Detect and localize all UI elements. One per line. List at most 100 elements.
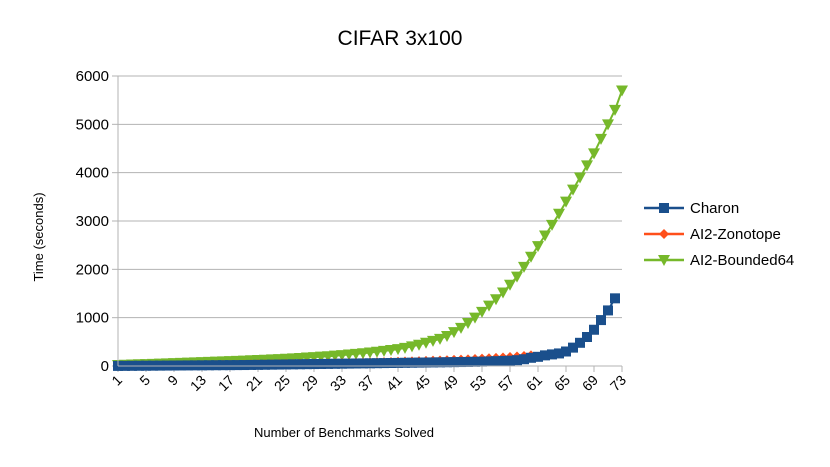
data-point-square (659, 203, 669, 213)
data-point-square (197, 360, 207, 371)
data-point-square (540, 350, 550, 361)
data-point-square (491, 356, 501, 367)
data-point-triangle (553, 208, 565, 220)
x-tick-label: 17 (215, 372, 237, 394)
data-point-square (512, 355, 522, 366)
x-tick-label: 45 (411, 372, 433, 394)
data-point-triangle (567, 184, 579, 196)
data-point-triangle (399, 342, 411, 354)
data-point-square (337, 358, 347, 369)
data-point-square (218, 360, 228, 371)
data-point-square (554, 348, 564, 359)
y-tick-label: 0 (101, 358, 109, 375)
series-ai2-bounded64 (112, 85, 628, 372)
data-point-triangle (581, 160, 593, 172)
data-point-square (498, 355, 508, 366)
data-point-triangle (434, 333, 446, 345)
x-tick-label: 57 (495, 372, 517, 394)
data-point-square (267, 359, 277, 370)
data-point-square (414, 357, 424, 368)
data-point-square (274, 359, 284, 370)
x-tick-label: 13 (187, 372, 209, 394)
data-point-square (596, 315, 606, 326)
data-point-square (421, 357, 431, 368)
data-point-triangle (658, 255, 670, 266)
data-point-triangle (469, 312, 481, 324)
data-point-triangle (455, 322, 467, 334)
data-point-triangle (441, 331, 453, 343)
data-point-square (505, 355, 515, 366)
data-point-triangle (420, 337, 432, 349)
data-point-square (519, 354, 529, 365)
data-point-square (246, 359, 256, 370)
data-point-square (575, 337, 585, 348)
data-point-diamond (659, 229, 669, 239)
x-tick-label: 61 (523, 372, 545, 394)
data-point-triangle (595, 133, 607, 145)
data-point-triangle (518, 261, 530, 273)
data-point-square (603, 305, 613, 316)
data-point-square (365, 358, 375, 369)
data-point-square (393, 357, 403, 368)
data-point-triangle (385, 345, 397, 357)
legend: Charon AI2-Zonotope AI2-Bounded64 (644, 200, 794, 269)
data-point-square (260, 359, 270, 370)
data-point-triangle (406, 341, 418, 353)
x-tick-label: 29 (299, 372, 321, 394)
data-point-square (568, 342, 578, 353)
legend-label: Charon (690, 200, 739, 217)
data-point-triangle (525, 251, 537, 263)
data-point-square (295, 359, 305, 370)
data-point-triangle (539, 230, 551, 242)
data-point-square (610, 293, 620, 304)
data-point-square (358, 358, 368, 369)
y-tick-label: 1000 (76, 310, 109, 327)
data-point-square (526, 352, 536, 363)
data-point-square (225, 360, 235, 371)
data-point-triangle (476, 306, 488, 318)
legend-item: AI2-Zonotope (644, 226, 781, 243)
data-point-square (253, 359, 263, 370)
data-point-triangle (602, 119, 614, 131)
data-point-square (449, 357, 459, 368)
y-tick-label: 3000 (76, 213, 109, 230)
series-line (117, 90, 623, 366)
x-tick-label: 37 (355, 372, 377, 394)
y-axis-ticks: 0 1000 2000 3000 4000 5000 6000 (76, 68, 118, 375)
data-point-triangle (588, 148, 600, 160)
data-point-triangle (413, 339, 425, 351)
data-point-square (456, 357, 466, 368)
data-point-triangle (546, 219, 558, 231)
data-point-square (309, 359, 319, 370)
data-point-square (386, 358, 396, 369)
data-point-square (400, 357, 410, 368)
data-point-square (183, 360, 193, 371)
chart-title: CIFAR 3x100 (338, 27, 463, 50)
legend-label: AI2-Bounded64 (690, 252, 794, 269)
legend-item: AI2-Bounded64 (644, 252, 794, 269)
data-point-square (379, 358, 389, 369)
data-point-triangle (560, 196, 572, 208)
data-point-square (589, 324, 599, 335)
y-tick-label: 2000 (76, 261, 109, 278)
y-tick-label: 6000 (76, 68, 109, 85)
data-point-triangle (448, 327, 460, 339)
data-point-triangle (490, 294, 502, 306)
data-point-square (435, 357, 445, 368)
data-point-square (204, 360, 214, 371)
data-point-square (547, 349, 557, 360)
data-point-square (428, 357, 438, 368)
data-point-square (190, 360, 200, 371)
y-tick-label: 4000 (76, 165, 109, 182)
x-tick-label: 69 (579, 372, 601, 394)
data-point-triangle (609, 104, 621, 116)
x-tick-label: 1 (108, 372, 125, 389)
data-point-square (582, 332, 592, 342)
data-point-square (330, 358, 340, 369)
series-charon (113, 293, 620, 371)
data-point-triangle (616, 85, 628, 97)
x-tick-label: 33 (327, 372, 349, 394)
x-tick-label: 21 (243, 372, 265, 394)
data-point-square (533, 351, 543, 362)
